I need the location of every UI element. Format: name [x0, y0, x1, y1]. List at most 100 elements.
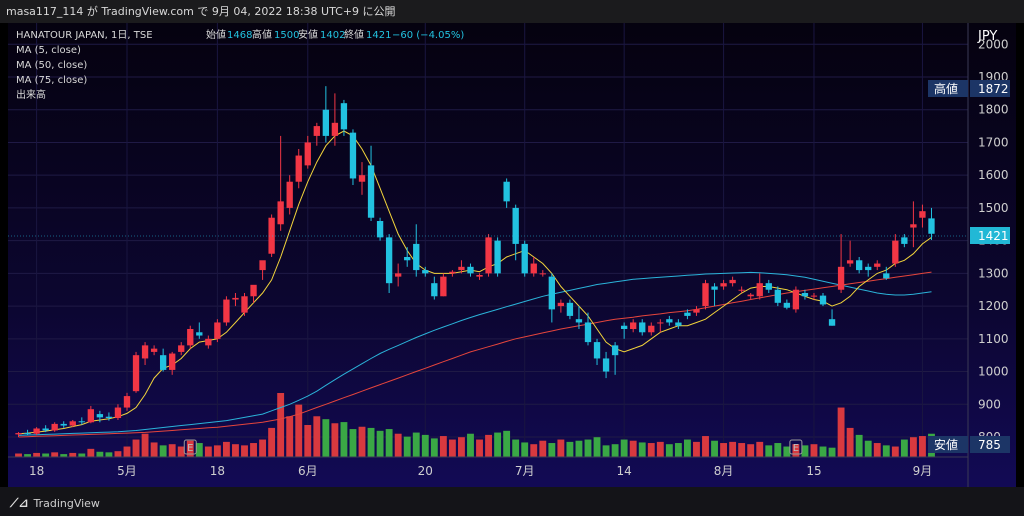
- volume-bar: [855, 434, 863, 457]
- chart-frame[interactable]: EE 2000190018001700160015001400130012001…: [8, 23, 1016, 487]
- candle-body: [919, 211, 926, 218]
- legend-indicator-ma50[interactable]: MA (50, close): [16, 60, 87, 71]
- candle-body: [96, 414, 104, 418]
- candle-body: [422, 270, 429, 274]
- volume-bar: [159, 445, 167, 457]
- legend-open-value: 1468: [227, 30, 252, 41]
- candle-body: [440, 276, 447, 297]
- volume-bar: [349, 429, 357, 457]
- volume-bar: [584, 439, 592, 457]
- volume-bar: [87, 448, 95, 457]
- volume-bar: [123, 446, 131, 457]
- volume-bar: [593, 437, 601, 457]
- volume-bar: [340, 422, 348, 457]
- candle-body: [910, 224, 917, 228]
- volume-bar: [801, 445, 809, 457]
- volume-bar: [783, 446, 791, 457]
- volume-bar: [313, 416, 321, 457]
- volume-bar: [114, 451, 122, 457]
- candle-body: [566, 302, 574, 316]
- volume-bar: [846, 427, 854, 457]
- candle-body: [865, 266, 872, 271]
- price-tick-label: 1000: [978, 365, 1009, 379]
- candle-body: [747, 294, 754, 297]
- candle-body: [42, 428, 49, 431]
- legend-indicator-ma75[interactable]: MA (75, close): [16, 75, 87, 86]
- publish-header: masa117_114 が TradingView.com で 9月 04, 2…: [0, 0, 1024, 23]
- volume-bar: [611, 444, 619, 457]
- candlestick-chart[interactable]: EE 2000190018001700160015001400130012001…: [8, 23, 1016, 487]
- high-marker-value-bg: [970, 80, 1010, 97]
- candle-body: [810, 295, 818, 297]
- volume-bar: [837, 407, 845, 457]
- last-price-value: 1421: [978, 229, 1009, 243]
- volume-bar: [42, 453, 50, 457]
- candle-body: [765, 283, 772, 290]
- volume-bar: [232, 444, 239, 457]
- volume-bar: [638, 442, 646, 457]
- earnings-marker-label: E: [187, 443, 193, 454]
- volume-bar: [168, 444, 176, 457]
- candle-body: [819, 295, 827, 305]
- volume-bar: [394, 433, 402, 457]
- volume-bar: [864, 440, 872, 457]
- volume-bar: [250, 443, 257, 457]
- candle-body: [494, 240, 501, 274]
- candle-body: [521, 243, 528, 274]
- volume-bar: [132, 439, 140, 457]
- low-marker-value-bg: [970, 436, 1010, 453]
- legend-indicator-volume[interactable]: 出来高: [16, 88, 46, 101]
- volume-bar: [521, 442, 529, 457]
- earnings-marker-box: [789, 439, 803, 455]
- price-tick-label: 2000: [978, 37, 1009, 51]
- volume-bar: [656, 441, 664, 457]
- candle-body: [150, 348, 158, 352]
- volume-bar: [720, 443, 728, 457]
- volume-bar: [629, 440, 637, 457]
- candle-body: [60, 423, 67, 426]
- earnings-marker-box: [183, 439, 197, 455]
- candle-body: [846, 260, 854, 264]
- volume-bar: [430, 438, 438, 457]
- volume-bar: [756, 441, 764, 457]
- volume-bar: [702, 436, 709, 457]
- price-tick-label: 1800: [978, 103, 1009, 117]
- volume-bar: [15, 453, 22, 457]
- tradingview-logo[interactable]: ⟋⊿ TradingView: [10, 496, 100, 511]
- volume-bar: [439, 436, 447, 457]
- candle-body: [241, 296, 248, 313]
- legend-symbol: HANATOUR JAPAN, 1日, TSE: [16, 30, 153, 41]
- volume-bar: [24, 454, 31, 457]
- volume-bar: [909, 437, 917, 457]
- candle-body: [530, 263, 537, 274]
- candle-body: [611, 345, 619, 356]
- candle-body: [205, 338, 212, 346]
- candle-body: [720, 283, 727, 287]
- volume-bar: [186, 440, 194, 457]
- candle-body: [223, 299, 230, 323]
- candle-body: [313, 126, 320, 136]
- high-marker-label: 高値: [934, 81, 958, 96]
- candle-body: [87, 409, 94, 423]
- candle-body: [268, 217, 275, 254]
- price-tick-label: 1700: [978, 135, 1009, 149]
- candle-body: [639, 322, 646, 333]
- candle-body: [259, 260, 266, 271]
- candle-body: [385, 237, 393, 284]
- volume-bar: [331, 423, 339, 457]
- legend-indicator-ma5[interactable]: MA (5, close): [16, 45, 81, 56]
- candle-body: [575, 319, 583, 323]
- volume-bar: [873, 443, 881, 457]
- volume-bar: [222, 441, 230, 457]
- candle-body: [738, 289, 745, 291]
- price-tick-label: 900: [978, 397, 1001, 411]
- time-axis[interactable]: 18 5月 18 6月 20 7月 14 8月 15 9月: [29, 464, 932, 478]
- volume-bar: [919, 436, 926, 457]
- time-tick-label: 8月: [714, 464, 734, 478]
- candle-body: [431, 283, 438, 297]
- legend-close-label: 終値: [344, 28, 364, 41]
- volume-bar: [60, 454, 68, 457]
- candle-body: [630, 322, 637, 329]
- volume-bar: [277, 393, 285, 457]
- time-tick-label: 18: [29, 464, 44, 478]
